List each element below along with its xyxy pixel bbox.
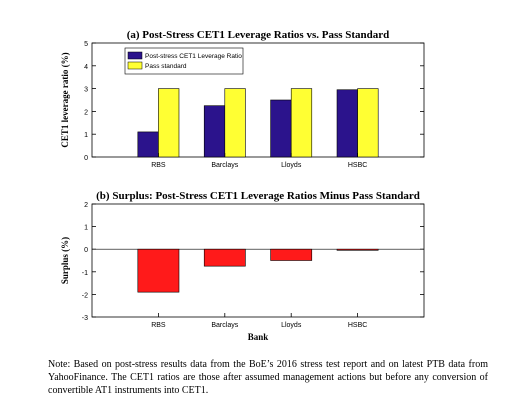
chart-a-legend-box: [124, 47, 244, 75]
chart-a-bar: [137, 131, 159, 158]
figure: (a) Post-Stress CET1 Leverage Ratios vs.…: [60, 29, 425, 342]
chart-a-bar: [158, 88, 180, 158]
chart-a-legend-label: Pass standard: [145, 63, 187, 70]
chart-a-bar: [224, 88, 246, 158]
chart-a-title: (a) Post-Stress CET1 Leverage Ratios vs.…: [127, 29, 390, 41]
chart-b: (b) Surplus: Post-Stress CET1 Leverage R…: [60, 190, 425, 342]
chart-a-ytick-label: 5: [84, 41, 88, 48]
chart-a-legend-label: Post-stress CET1 Leverage Ratio: [145, 53, 242, 60]
chart-a-bar: [336, 89, 358, 158]
chart-b-bar: [137, 248, 180, 293]
chart-b-bar: [270, 248, 313, 261]
chart-b-xtick-label: Barclays: [211, 322, 238, 329]
figure-note: Note: Based on post-stress results data …: [48, 359, 488, 396]
chart-b-ytick-label: -2: [82, 292, 88, 299]
chart-a-legend-swatch: [127, 61, 143, 70]
chart-a-xtick-label: HSBC: [348, 162, 367, 169]
chart-b-xlabel: Bank: [248, 332, 269, 342]
chart-a-legend-swatch: [127, 51, 143, 60]
chart-b-xtick-label: RBS: [151, 322, 166, 329]
chart-b-ytick-label: -1: [82, 270, 88, 277]
chart-a-bar: [270, 99, 292, 158]
chart-a-bar: [290, 88, 313, 158]
chart-b-ytick-label: 2: [84, 202, 88, 209]
chart-a-xtick-label: Barclays: [211, 162, 238, 169]
chart-b-title: (b) Surplus: Post-Stress CET1 Leverage R…: [96, 190, 420, 202]
chart-a-axes-box: [91, 42, 425, 158]
chart-b-ylabel: Surplus (%): [60, 237, 70, 284]
chart-b-bar: [203, 248, 246, 267]
chart-b-ytick-label: 1: [84, 225, 88, 232]
chart-a-bar: [357, 88, 379, 158]
chart-a-ylabel: CET1 leverage ratio (%): [60, 52, 70, 147]
chart-a-ytick-label: 3: [84, 87, 88, 94]
chart-a-ytick-label: 1: [84, 132, 88, 139]
chart-a-ytick-label: 0: [84, 155, 88, 162]
chart-a-xtick-label: Lloyds: [281, 162, 302, 169]
chart-b-xtick-label: HSBC: [348, 322, 367, 329]
chart-a: (a) Post-Stress CET1 Leverage Ratios vs.…: [60, 29, 425, 169]
chart-b-xtick-label: Lloyds: [281, 322, 302, 329]
chart-a-xtick-label: RBS: [151, 162, 166, 169]
chart-a-ytick-label: 4: [84, 64, 88, 71]
chart-b-ytick-label: -3: [82, 315, 88, 322]
chart-b-ytick-label: 0: [84, 247, 88, 254]
chart-a-bar: [203, 105, 226, 158]
chart-a-ytick-label: 2: [84, 109, 88, 116]
chart-b-axes-box: [91, 203, 425, 318]
